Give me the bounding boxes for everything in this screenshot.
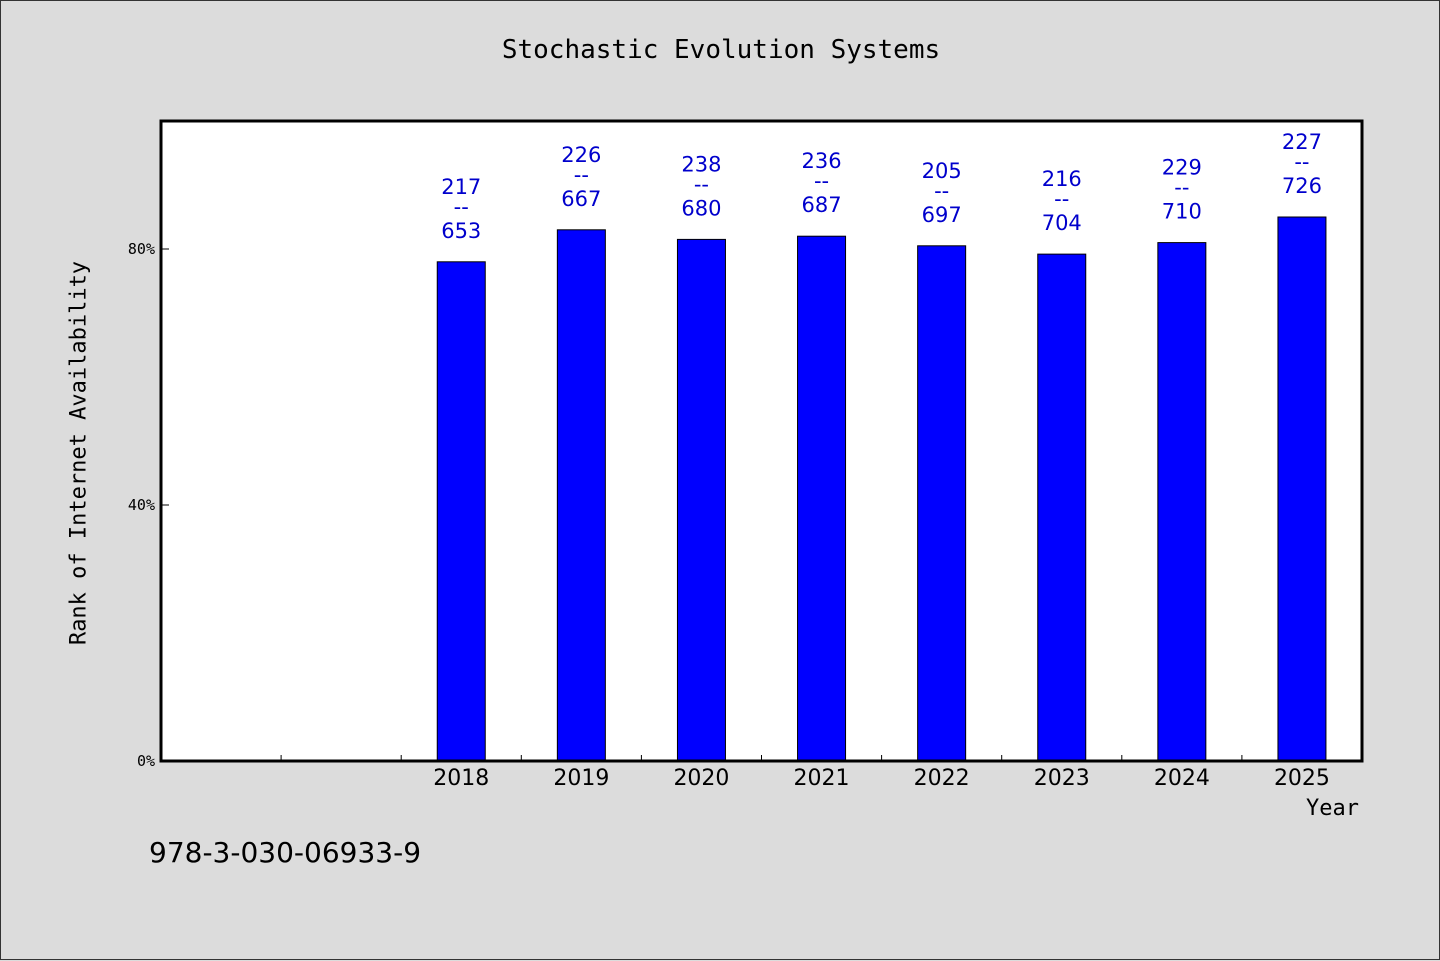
- bar-label-bottom: 710: [1162, 200, 1202, 224]
- bar-label-bottom: 667: [561, 187, 601, 211]
- bar-label-top: 229: [1162, 156, 1202, 180]
- bar: [1157, 242, 1207, 762]
- bar-label-separator: --: [454, 195, 469, 219]
- bar-label-separator: --: [1054, 187, 1069, 211]
- x-tick-label: 2019: [553, 766, 609, 791]
- x-tick-label: 2018: [433, 766, 489, 791]
- x-tick-label: 2025: [1274, 766, 1330, 791]
- bar-label-top: 226: [561, 143, 601, 167]
- bar: [1277, 216, 1327, 762]
- bar-label-separator: --: [694, 172, 709, 196]
- bar-label-bottom: 653: [441, 219, 481, 243]
- bar-label-separator: --: [1174, 176, 1189, 200]
- bar-label-top: 227: [1282, 130, 1322, 154]
- bar-label-bottom: 680: [681, 196, 721, 220]
- x-tick-label: 2022: [914, 766, 970, 791]
- bar: [797, 235, 847, 762]
- bar-label-top: 205: [922, 159, 962, 183]
- chart-title: Stochastic Evolution Systems: [501, 35, 941, 65]
- bar: [917, 245, 967, 762]
- y-tick-label: 80%: [128, 240, 155, 258]
- plot-frame: [159, 119, 1364, 763]
- y-tick-label: 40%: [128, 496, 155, 514]
- x-tick-label: 2021: [794, 766, 850, 791]
- bar-label-bottom: 704: [1042, 211, 1082, 235]
- bar-label-separator: --: [1294, 150, 1309, 174]
- bar-label-top: 236: [802, 149, 842, 173]
- bar-label-top: 238: [681, 152, 721, 176]
- x-axis-label: Year: [1306, 796, 1359, 821]
- bar-label-top: 217: [441, 175, 481, 199]
- bar-label-bottom: 687: [802, 193, 842, 217]
- bar-label-separator: --: [814, 169, 829, 193]
- bar-label-top: 216: [1042, 167, 1082, 191]
- bar-label-bottom: 697: [922, 203, 962, 227]
- y-tick-label: 0%: [137, 752, 155, 770]
- bar: [556, 229, 606, 762]
- bar: [436, 261, 486, 762]
- isbn-footer: 978-3-030-06933-9: [149, 836, 422, 869]
- bar-label-separator: --: [934, 179, 949, 203]
- bar: [1037, 253, 1087, 762]
- bar-label-separator: --: [574, 163, 589, 187]
- bar-label-bottom: 726: [1282, 174, 1322, 198]
- x-tick-label: 2024: [1154, 766, 1210, 791]
- bar: [676, 238, 726, 762]
- x-tick-label: 2020: [673, 766, 729, 791]
- x-tick-label: 2023: [1034, 766, 1090, 791]
